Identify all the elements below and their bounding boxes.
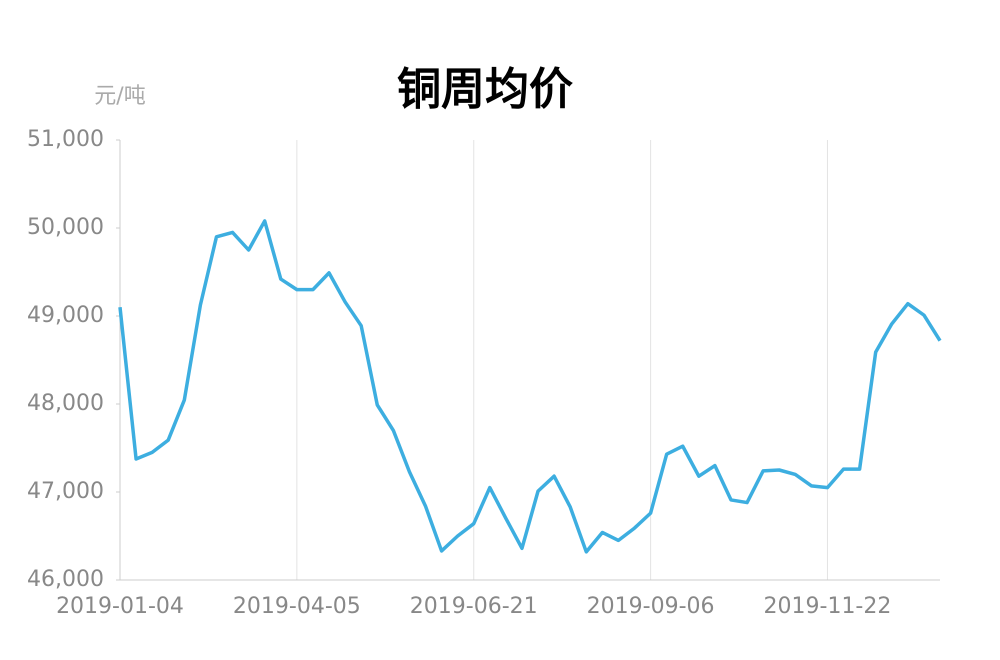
y-tick-label: 47,000	[27, 479, 104, 504]
y-tick-label: 48,000	[27, 391, 104, 416]
y-tick-label: 49,000	[27, 303, 104, 328]
x-tick-label: 2019-06-21	[410, 594, 538, 619]
y-tick-label: 51,000	[27, 127, 104, 152]
x-tick-label: 2019-01-04	[56, 594, 184, 619]
x-tick-label: 2019-11-22	[764, 594, 892, 619]
line-series	[118, 219, 942, 554]
y-tick-label: 46,000	[27, 567, 104, 592]
x-tick-label: 2019-09-06	[587, 594, 715, 619]
unit-label: 元/吨	[94, 84, 145, 109]
y-tick-label: 50,000	[27, 215, 104, 240]
chart-title: 铜周均价	[397, 64, 573, 115]
x-tick-label: 2019-04-05	[233, 594, 361, 619]
